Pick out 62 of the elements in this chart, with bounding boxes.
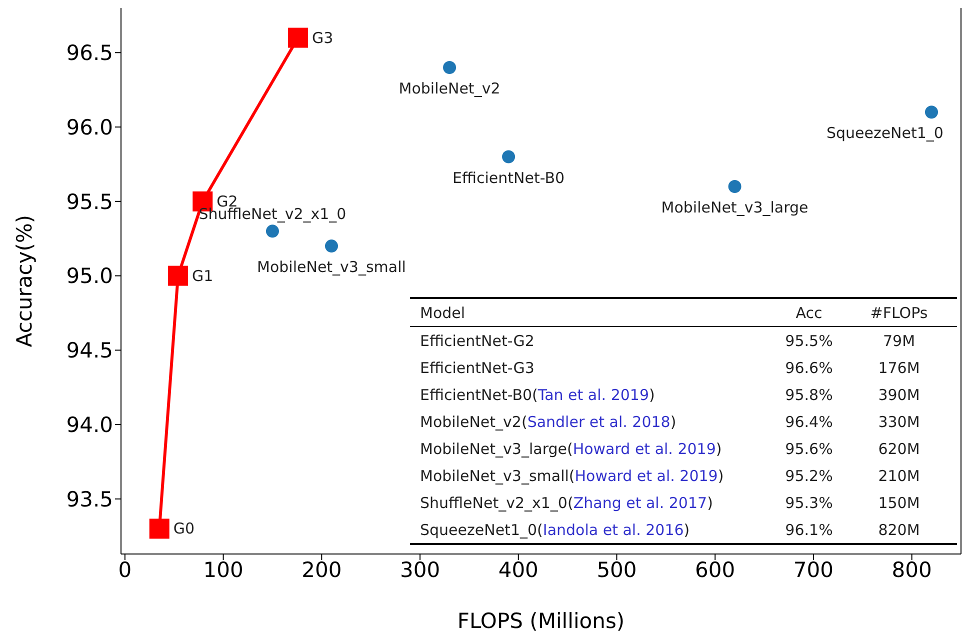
annotation: SqueezeNet1_0 xyxy=(826,124,944,142)
annotation: 96.1% xyxy=(784,520,834,540)
annotation: MobileNet_v2 xyxy=(398,80,500,98)
annotation: MobileNet_v3_large(Howard et al. 2019) xyxy=(420,439,723,459)
annotation: Acc xyxy=(794,303,824,323)
y-axis-title: Accuracy(%) xyxy=(12,214,36,348)
annotation: EfficientNet-G3 xyxy=(420,358,536,378)
point xyxy=(266,224,279,238)
x-axis-title: FLOPS (Millions) xyxy=(457,609,625,632)
annotation: 210M xyxy=(877,466,921,486)
annotation: 95.6% xyxy=(784,439,834,459)
y-tick-label: 95.5 xyxy=(66,190,113,214)
annotation: Model xyxy=(420,303,466,323)
point xyxy=(149,518,170,539)
y-tick-label: 93.5 xyxy=(66,487,113,512)
annotation: MobileNet_v2(Sandler et al. 2018) xyxy=(420,412,678,432)
annotation: EfficientNet-G2 xyxy=(420,331,536,351)
x-tick-label: 200 xyxy=(302,558,342,582)
point xyxy=(168,266,188,286)
x-tick-label: 400 xyxy=(498,558,538,582)
y-tick-label: 95.0 xyxy=(66,264,113,288)
annotation: 620M xyxy=(877,439,921,459)
annotation: MobileNet_v3_small(Howard et al. 2019) xyxy=(420,466,725,486)
point xyxy=(502,150,516,164)
annotation: 96.4% xyxy=(784,412,834,432)
point xyxy=(324,240,338,253)
point xyxy=(443,61,456,74)
point xyxy=(924,106,938,119)
annotation: 96.6% xyxy=(784,358,834,378)
y-tick-label: 96.5 xyxy=(66,41,113,66)
annotation: 79M xyxy=(882,331,916,351)
annotation: EfficientNet-B0(Tan et al. 2019) xyxy=(420,385,656,405)
annotation: 150M xyxy=(877,493,921,513)
annotation: 95.8% xyxy=(784,385,834,405)
point xyxy=(288,28,308,48)
x-tick-label: 800 xyxy=(892,558,932,582)
annotation: MobileNet_v3_small xyxy=(257,258,406,276)
annotation: SqueezeNet1_0(Iandola et al. 2016) xyxy=(420,520,691,540)
annotation: 390M xyxy=(877,385,921,405)
annotation: #FLOPs xyxy=(869,303,929,323)
annotation: G0 xyxy=(173,520,195,538)
annotation: MobileNet_v3_large xyxy=(661,198,808,217)
annotation: 176M xyxy=(877,358,921,378)
annotation: 95.3% xyxy=(784,493,834,513)
annotation: EfficientNet-B0 xyxy=(452,168,565,187)
x-tick-label: 100 xyxy=(203,558,244,582)
y-tick-label: 96.0 xyxy=(66,115,113,140)
y-tick-label: 94.0 xyxy=(66,413,113,438)
x-tick-label: 500 xyxy=(596,558,637,582)
annotation: 820M xyxy=(877,520,921,540)
annotation: G3 xyxy=(312,28,334,47)
annotation: G1 xyxy=(192,266,214,285)
annotation: 330M xyxy=(877,412,921,432)
x-tick-label: 0 xyxy=(118,558,132,582)
annotation: 95.2% xyxy=(784,466,834,486)
point xyxy=(728,180,742,194)
x-tick-label: 300 xyxy=(400,558,440,582)
x-tick-label: 600 xyxy=(695,558,736,582)
y-tick-label: 94.5 xyxy=(66,338,113,363)
annotation: 95.5% xyxy=(784,331,834,351)
annotation: ShuffleNet_v2_x1_0(Zhang et al. 2017) xyxy=(420,493,714,513)
x-tick-label: 700 xyxy=(793,558,834,582)
